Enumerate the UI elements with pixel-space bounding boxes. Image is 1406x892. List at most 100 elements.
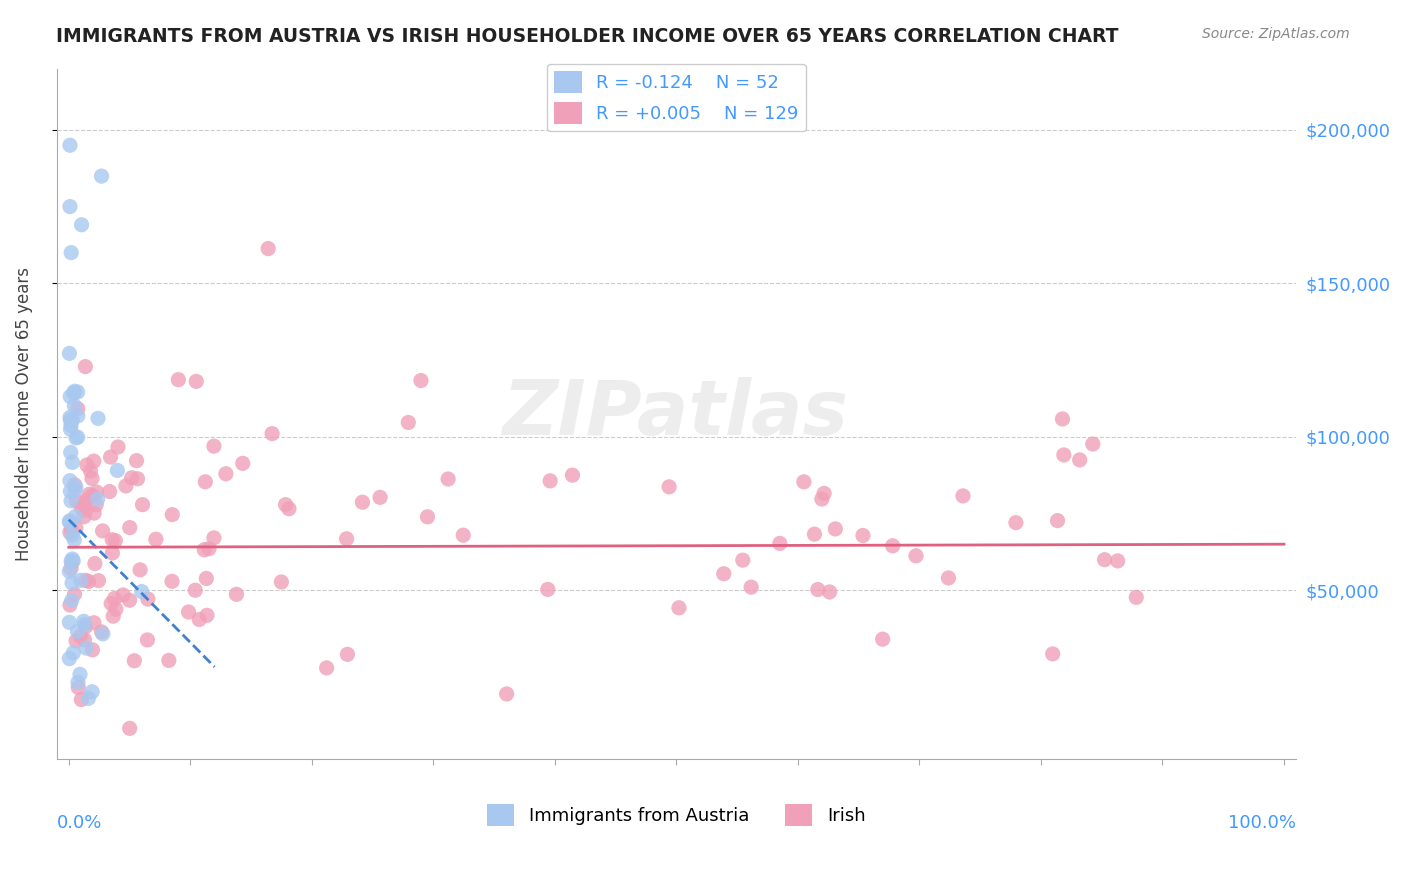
- Point: [769, 536, 792, 550]
- Point: [75, 503, 97, 517]
- Point: [63, 587, 86, 601]
- Point: [65, 431, 87, 445]
- Point: [145, 533, 167, 547]
- Point: [811, 491, 834, 506]
- Point: [818, 585, 841, 599]
- Point: [872, 632, 894, 647]
- Point: [131, 498, 153, 512]
- Point: [58, 651, 80, 665]
- Point: [91, 524, 114, 538]
- Point: [112, 588, 135, 602]
- Point: [336, 648, 359, 662]
- Point: [101, 546, 124, 560]
- Point: [58, 565, 80, 579]
- Point: [66, 384, 89, 399]
- Point: [87, 411, 110, 425]
- Point: [73, 632, 96, 647]
- Point: [813, 486, 835, 500]
- Point: [73, 617, 96, 632]
- Point: [86, 492, 108, 507]
- Point: [177, 605, 200, 619]
- Point: [188, 612, 211, 626]
- Point: [62, 385, 84, 400]
- Point: [59, 390, 82, 404]
- Point: [1042, 647, 1064, 661]
- Point: [270, 574, 292, 589]
- Point: [124, 654, 146, 668]
- Point: [793, 475, 815, 489]
- Point: [451, 528, 474, 542]
- Point: [91, 627, 114, 641]
- Point: [90, 624, 112, 639]
- Point: [129, 563, 152, 577]
- Point: [59, 200, 82, 214]
- Point: [60, 245, 83, 260]
- Point: [215, 467, 238, 481]
- Text: ZIPatlas: ZIPatlas: [503, 376, 849, 450]
- Point: [75, 641, 97, 656]
- Point: [352, 495, 374, 509]
- Point: [1107, 554, 1129, 568]
- Point: [66, 401, 89, 416]
- Point: [98, 484, 121, 499]
- Point: [59, 410, 82, 425]
- Point: [59, 525, 82, 540]
- Point: [952, 489, 974, 503]
- Point: [195, 608, 218, 623]
- Text: Source: ZipAtlas.com: Source: ZipAtlas.com: [1202, 27, 1350, 41]
- Point: [731, 553, 754, 567]
- Point: [69, 629, 91, 643]
- Point: [79, 464, 101, 478]
- Point: [60, 576, 83, 591]
- Point: [107, 440, 129, 454]
- Point: [131, 584, 153, 599]
- Point: [75, 574, 97, 588]
- Point: [65, 509, 87, 524]
- Point: [82, 489, 104, 503]
- Point: [60, 528, 83, 542]
- Point: [66, 409, 89, 423]
- Point: [59, 474, 82, 488]
- Point: [104, 533, 127, 548]
- Point: [225, 587, 247, 601]
- Point: [87, 574, 110, 588]
- Point: [84, 498, 107, 512]
- Point: [73, 509, 96, 524]
- Point: [63, 399, 86, 413]
- Point: [75, 620, 97, 634]
- Point: [60, 493, 83, 508]
- Point: [103, 609, 125, 624]
- Point: [59, 598, 82, 612]
- Point: [278, 501, 301, 516]
- Point: [90, 169, 112, 183]
- Point: [198, 541, 221, 556]
- Point: [658, 480, 681, 494]
- Point: [186, 375, 208, 389]
- Point: [60, 593, 83, 607]
- Point: [69, 574, 91, 588]
- Point: [62, 455, 84, 469]
- Point: [824, 522, 846, 536]
- Point: [336, 532, 359, 546]
- Point: [66, 430, 89, 444]
- Point: [115, 479, 138, 493]
- Point: [807, 582, 830, 597]
- Point: [70, 218, 93, 232]
- Point: [59, 138, 82, 153]
- Point: [83, 557, 105, 571]
- Point: [668, 600, 690, 615]
- Point: [63, 533, 86, 547]
- Point: [396, 416, 419, 430]
- Point: [437, 472, 460, 486]
- Point: [67, 681, 90, 695]
- Point: [104, 602, 127, 616]
- Point: [202, 439, 225, 453]
- Point: [59, 484, 82, 499]
- Point: [740, 580, 762, 594]
- Point: [184, 583, 207, 598]
- Point: [104, 591, 127, 606]
- Point: [368, 491, 391, 505]
- Point: [60, 552, 83, 566]
- Point: [80, 471, 103, 485]
- Point: [69, 667, 91, 681]
